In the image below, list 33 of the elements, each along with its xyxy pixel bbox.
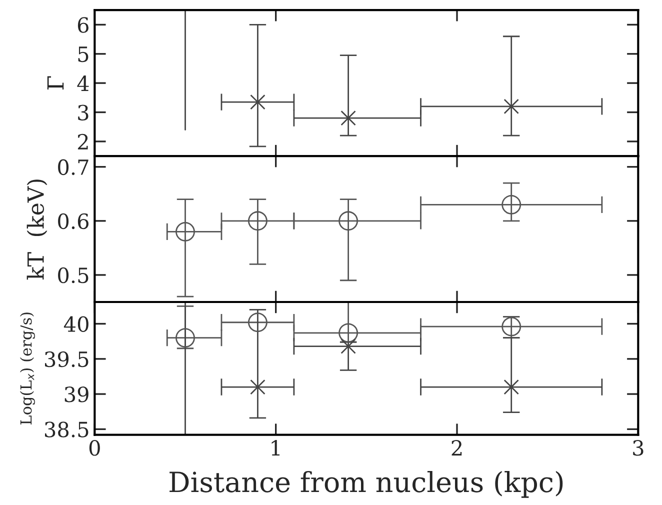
point (504, 379, 519, 395)
y-tick-label: 5 (78, 46, 88, 62)
point (340, 110, 356, 126)
point (340, 338, 356, 354)
x-tick-label: 0 (89, 440, 100, 456)
y-tick-label: 0.5 (58, 267, 88, 284)
y-tick-label: 6 (78, 17, 88, 33)
x-tick-label: 1 (272, 440, 280, 456)
y-tick-label: 3 (78, 104, 88, 120)
y-tick-label: 38.5 (45, 422, 88, 438)
y-tick-label: 39 (64, 386, 88, 402)
y-axis-title: Γ (47, 76, 64, 90)
point (502, 194, 522, 214)
y-tick-label: 2 (78, 134, 88, 150)
point (338, 211, 358, 231)
point (504, 98, 519, 114)
point (248, 312, 268, 332)
point (250, 94, 266, 110)
y-axis-title: Log(L$_{x}$) (erg/s) (20, 312, 35, 425)
x-tick-label: 3 (633, 440, 644, 456)
point (338, 323, 358, 343)
y-axis-title: kT (keV) (26, 180, 48, 280)
point (250, 379, 266, 395)
point (248, 211, 268, 231)
point (176, 328, 195, 348)
point (176, 222, 195, 242)
y-tick-label: 0.7 (58, 159, 88, 176)
x-axis-title: Distance from nucleus (kpc) (170, 470, 563, 498)
y-tick-label: 39.5 (45, 351, 88, 368)
y-tick-label: 40 (64, 316, 88, 332)
x-tick-label: 2 (452, 440, 462, 456)
y-tick-label: 4 (77, 76, 89, 91)
y-tick-label: 0.6 (58, 213, 88, 230)
